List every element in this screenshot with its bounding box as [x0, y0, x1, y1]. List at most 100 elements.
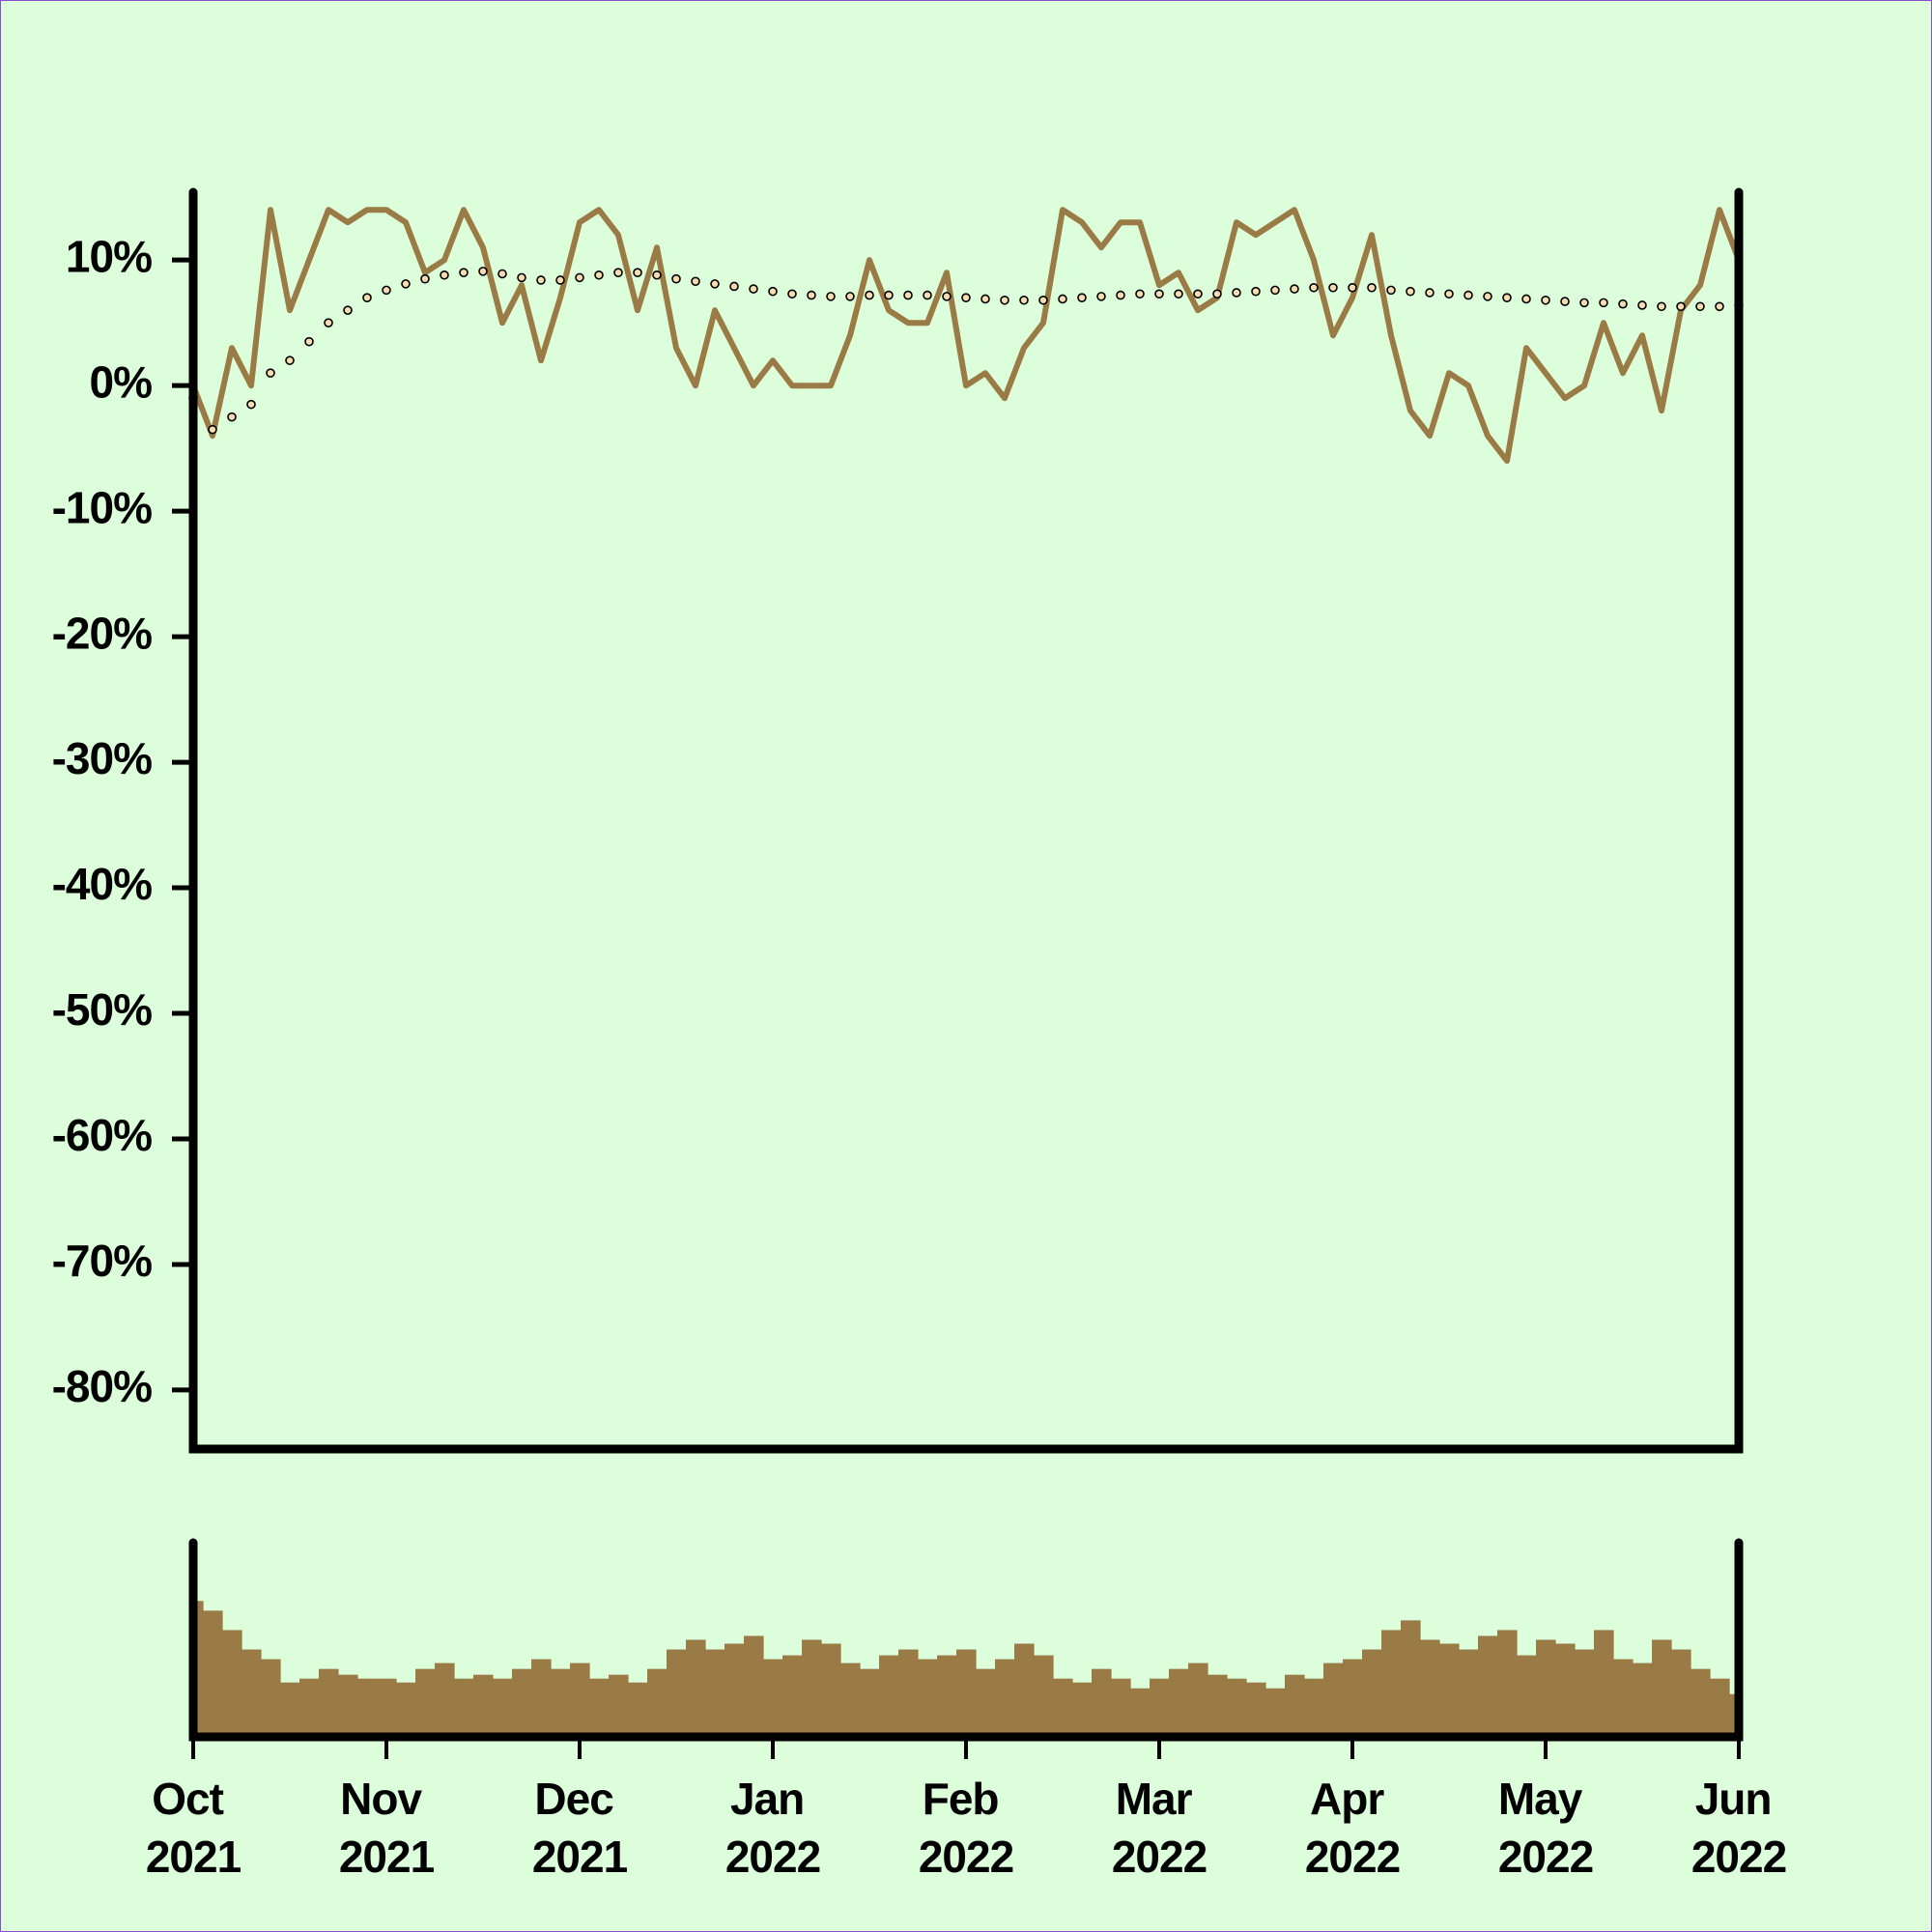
- volume-bar: [1072, 1682, 1093, 1737]
- volume-bar: [338, 1674, 358, 1737]
- x-tick-label-line: Nov: [340, 1774, 433, 1824]
- average-dot: [324, 318, 333, 327]
- x-tick-label-line: Mar: [1116, 1774, 1204, 1824]
- average-dot: [382, 285, 391, 296]
- volume-bar: [1092, 1668, 1112, 1737]
- average-dot: [1463, 290, 1473, 300]
- volume-bar: [860, 1668, 880, 1737]
- x-tick-label-line: 2021: [146, 1832, 242, 1882]
- average-dot: [266, 368, 275, 378]
- volume-bar: [1130, 1688, 1151, 1737]
- x-tick-label-line: 2022: [725, 1832, 820, 1882]
- volume-bar: [1710, 1678, 1730, 1737]
- volume-bar: [1652, 1639, 1672, 1737]
- average-dot: [1386, 285, 1396, 296]
- x-tick-label-line: 2022: [1305, 1832, 1400, 1882]
- volume-bar: [435, 1662, 455, 1737]
- x-tick-label: Dec 2021: [532, 1774, 628, 1882]
- average-dot: [652, 270, 662, 280]
- average-dot: [1096, 292, 1106, 301]
- y-tick-label: -60%: [52, 1110, 152, 1160]
- volume-bar: [898, 1649, 919, 1737]
- average-dot: [1212, 289, 1222, 299]
- volume-bar: [551, 1668, 571, 1737]
- x-tick-label: Oct 2021: [146, 1774, 242, 1882]
- axis-frame: [188, 1538, 1744, 1742]
- volume-bar: [1633, 1662, 1653, 1737]
- average-dot: [729, 281, 739, 292]
- average-dot: [980, 294, 990, 304]
- volume-bar: [261, 1659, 281, 1737]
- x-tick-label-line: Apr: [1310, 1774, 1395, 1824]
- volume-bar: [1169, 1668, 1189, 1737]
- volume-bar: [1459, 1649, 1479, 1737]
- average-dot: [285, 355, 295, 365]
- average-dot: [1618, 298, 1628, 309]
- average-dot: [1521, 294, 1531, 304]
- x-tick-label-line: 2022: [919, 1832, 1013, 1882]
- average-dot: [227, 412, 237, 422]
- average-dot: [1425, 288, 1435, 298]
- average-dot: [923, 290, 932, 300]
- volume-bar: [1208, 1674, 1228, 1737]
- x-tick-label-line: Jun: [1695, 1774, 1783, 1824]
- volume-bar: [377, 1678, 397, 1737]
- volume-bar: [763, 1659, 783, 1737]
- volume-bar: [1439, 1643, 1460, 1737]
- average-dot: [1348, 282, 1357, 293]
- volume-bar: [1729, 1693, 1740, 1737]
- volume-bar: [1671, 1649, 1691, 1737]
- volume-bar: [1517, 1655, 1537, 1737]
- average-dot: [362, 293, 372, 302]
- average-dot: [497, 269, 507, 279]
- x-tick-label: Apr 2022: [1305, 1774, 1400, 1882]
- average-dot: [942, 292, 952, 301]
- average-dot: [884, 290, 894, 300]
- average-dot: [1058, 294, 1067, 304]
- volume-bar: [299, 1678, 320, 1737]
- axis-frame: [188, 187, 1744, 1454]
- average-dot: [1676, 301, 1686, 312]
- volume-bar: [1594, 1630, 1614, 1737]
- average-dot: [710, 279, 720, 289]
- volume-bar: [1265, 1688, 1286, 1737]
- volume-bar: [1497, 1630, 1518, 1737]
- volume-bar: [1381, 1630, 1402, 1737]
- x-tick-label: Feb 2022: [919, 1774, 1013, 1882]
- average-dot: [1715, 301, 1724, 312]
- volume-bar: [242, 1649, 262, 1737]
- volume-bar: [357, 1678, 378, 1737]
- x-tick-label-line: 2022: [1498, 1832, 1593, 1882]
- average-dot: [807, 290, 816, 300]
- volume-bar: [1613, 1659, 1634, 1737]
- average-dot: [1483, 292, 1492, 301]
- volume-bar: [937, 1655, 957, 1737]
- average-dot: [1502, 293, 1512, 302]
- volume-bar: [744, 1635, 764, 1737]
- average-dot: [613, 268, 623, 277]
- x-tick-label-line: Jan: [730, 1774, 815, 1824]
- average-dot: [845, 292, 855, 301]
- volume-bar: [454, 1678, 474, 1737]
- x-tick-label-line: 2021: [532, 1832, 628, 1882]
- average-dot: [343, 305, 353, 315]
- average-dot: [1077, 293, 1087, 302]
- volume-bar: [647, 1668, 668, 1737]
- average-dot: [1000, 295, 1009, 305]
- x-tick-label: May 2022: [1498, 1774, 1593, 1882]
- average-dot: [208, 424, 217, 435]
- volume-bar: [1227, 1678, 1247, 1737]
- average-dot: [1406, 286, 1415, 297]
- volume-bar: [570, 1662, 590, 1737]
- average-dot: [749, 284, 758, 294]
- average-dot: [691, 276, 700, 287]
- average-dot: [826, 292, 836, 301]
- volume-bar: [203, 1610, 223, 1737]
- x-tick-label: Nov 2021: [339, 1774, 435, 1882]
- volume-bar: [415, 1668, 436, 1737]
- y-tick-label: -40%: [52, 859, 152, 909]
- x-tick-label-line: Oct: [152, 1774, 234, 1824]
- volume-bar: [918, 1659, 938, 1737]
- x-tick-label-line: 2022: [1112, 1832, 1207, 1882]
